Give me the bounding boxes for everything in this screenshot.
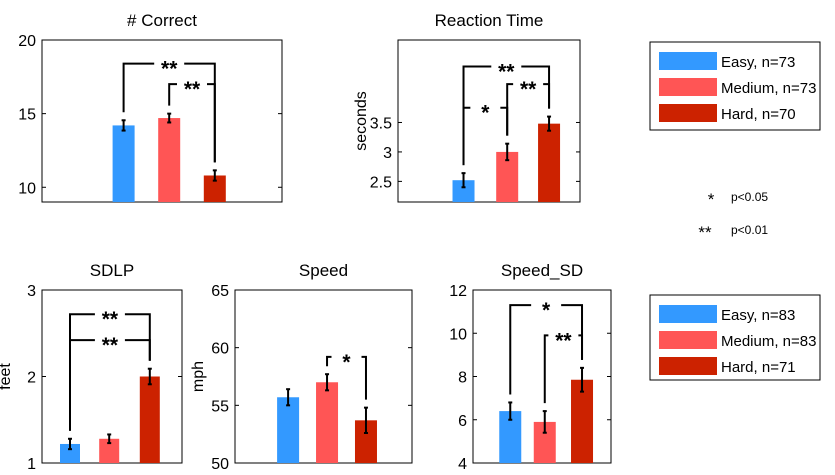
y-tick-label: 4 [458, 456, 467, 473]
bar-easy [499, 411, 522, 463]
chart-title: SDLP [90, 261, 134, 280]
significance-label: ** [161, 58, 178, 81]
bar-medium [158, 118, 181, 202]
bar-hard [538, 123, 561, 202]
y-tick-label: 2 [27, 370, 36, 387]
legend-label-hard: Hard, n=71 [721, 359, 796, 376]
y-axis-label: feet [0, 363, 14, 390]
y-tick-label: 8 [458, 370, 467, 387]
legend-swatch-easy [659, 305, 717, 323]
chart-title: Speed [299, 261, 348, 280]
legend-swatch-hard [659, 104, 717, 122]
sig-key-marker-2: ** [698, 223, 712, 242]
significance-label: ** [102, 308, 119, 331]
y-tick-label: 60 [211, 341, 229, 358]
significance-label: * [342, 351, 351, 374]
legend-swatch-medium [659, 331, 717, 349]
legend-label-hard: Hard, n=70 [721, 106, 796, 123]
legend-label-medium: Medium, n=73 [721, 80, 816, 97]
legend-0: Easy, n=73 Medium, n=73 Hard, n=70 [649, 41, 821, 131]
y-tick-label: 50 [211, 456, 229, 473]
legend-swatch-easy [659, 52, 717, 70]
y-tick-label: 12 [449, 283, 467, 300]
bar-easy [277, 397, 300, 463]
bracket-label-gap [154, 60, 185, 67]
legend-label-easy: Easy, n=73 [721, 54, 795, 71]
y-axis-label: seconds [353, 91, 370, 151]
bracket-label-gap [331, 353, 362, 360]
bar-medium [316, 382, 339, 463]
legend-label-medium: Medium, n=83 [721, 333, 816, 350]
bar-hard [571, 379, 594, 463]
y-tick-label: 15 [18, 107, 36, 124]
chart-panel-0: # Correct 10 15 20 ** ** [18, 11, 283, 203]
y-tick-label: 10 [449, 326, 467, 343]
bar-easy [112, 125, 135, 202]
sig-key-label-2: p<0.01 [731, 223, 768, 237]
bracket-label-gap [177, 81, 207, 88]
plot-frame [397, 39, 581, 203]
significance-label: ** [555, 329, 572, 352]
bar-medium [496, 151, 519, 202]
significance-bracket [69, 313, 151, 431]
bar-easy [60, 443, 80, 463]
y-axis-label: mph [190, 361, 207, 392]
legend-1: Easy, n=83 Medium, n=83 Hard, n=71 [649, 294, 821, 381]
chart-panel-2: SDLP feet 1 2 3 ** ** [0, 261, 183, 473]
y-tick-label: 1 [27, 456, 36, 473]
chart-title: Speed_SD [501, 261, 583, 280]
bracket-label-gap [94, 337, 125, 344]
significance-label: * [542, 299, 551, 322]
significance-label: ** [102, 334, 119, 357]
legend-swatch-medium [659, 78, 717, 96]
bracket-label-gap [531, 302, 562, 309]
chart-panel-4: Speed_SD 4 6 8 10 12 *** [449, 261, 612, 473]
significance-label: * [481, 102, 490, 125]
y-tick-label: 10 [18, 180, 36, 197]
y-tick-label: 20 [18, 33, 36, 50]
sig-key-marker-1: * [708, 190, 715, 209]
bracket-label-gap [491, 63, 522, 70]
bar-hard [354, 420, 377, 463]
bracket-label-gap [548, 332, 579, 339]
significance-label: ** [184, 78, 201, 101]
legend-label-easy: Easy, n=83 [721, 307, 795, 324]
bar-medium [99, 438, 120, 463]
chart-title: # Correct [127, 11, 197, 30]
y-tick-label: 6 [458, 413, 467, 430]
significance-label: ** [498, 61, 515, 84]
bar-hard [203, 175, 226, 202]
bar-hard [139, 376, 160, 463]
y-tick-label: 3.5 [370, 115, 392, 132]
y-tick-label: 3 [27, 283, 36, 300]
legend-swatch-hard [659, 357, 717, 375]
chart-panel-3: Speed mph 50 55 60 65 * [190, 261, 413, 473]
y-tick-label: 3 [383, 145, 392, 162]
chart-title: Reaction Time [435, 11, 544, 30]
y-tick-label: 2.5 [370, 174, 392, 191]
bracket-label-gap [470, 104, 501, 111]
sig-key-label-1: p<0.05 [731, 190, 768, 204]
bracket-label-gap [513, 81, 544, 88]
bar-easy [452, 180, 475, 202]
bar-medium [533, 421, 556, 463]
significance-label: ** [520, 78, 537, 101]
y-tick-label: 55 [211, 398, 229, 415]
bracket-label-gap [94, 311, 125, 318]
y-tick-label: 65 [211, 283, 229, 300]
significance-key: * p<0.05 ** p<0.01 [698, 190, 768, 242]
